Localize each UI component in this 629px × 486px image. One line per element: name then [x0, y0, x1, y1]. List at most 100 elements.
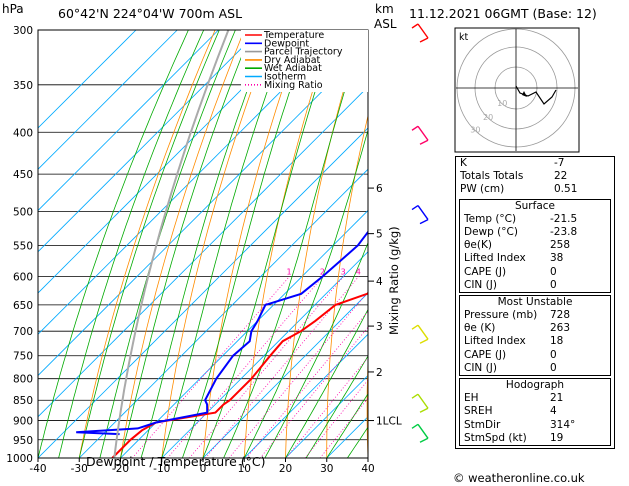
- mixing-ratio-line: [167, 276, 324, 458]
- legend-label: Mixing Ratio: [264, 80, 323, 91]
- surface-index-row: Temp (°C) -21.5: [460, 213, 610, 226]
- surface-index-value: -23.8: [550, 225, 578, 238]
- dry-adiabat-line: [78, 30, 216, 458]
- isotherm-line: [38, 30, 343, 335]
- x-tick-label: -20: [112, 463, 129, 475]
- isotherm-line: [78, 168, 368, 458]
- mixing-ratio-axis-title: Mixing Ratio (g/kg): [387, 226, 401, 335]
- x-tick-label: -10: [153, 463, 170, 475]
- dry-adiabat-line: [120, 30, 245, 458]
- x-tick-label: 30: [320, 463, 333, 475]
- index-label: K: [460, 157, 467, 169]
- mixing-ratio-label: 3: [341, 267, 346, 276]
- hodograph-ring-label: 30: [470, 126, 480, 135]
- x-axis-title: Dewpoint / Temperature (°C): [86, 454, 265, 469]
- dry-adiabat-line: [161, 30, 274, 458]
- surface-index-value: 0: [550, 265, 557, 278]
- legend-label: Dry Adiabat: [264, 55, 321, 66]
- most-unstable-index-label: Pressure (mb): [464, 309, 538, 322]
- surface-index-label: Lifted Index: [464, 252, 526, 265]
- hodograph-ring-label: 20: [483, 113, 493, 122]
- asl-unit-label: ASL: [374, 17, 397, 31]
- dry-adiabat-line: [406, 30, 449, 458]
- dry-adiabat-line: [202, 30, 304, 458]
- index-row: Totals Totals 22: [456, 170, 614, 183]
- pressure-tick-label: 850: [13, 395, 33, 407]
- isotherm-line: [285, 374, 368, 458]
- hpa-unit-label: hPa: [2, 2, 24, 16]
- surface-index-row: Lifted Index 38: [460, 252, 610, 265]
- surface-index-label: θe(K): [464, 239, 492, 252]
- surface-index-value: 38: [550, 252, 564, 265]
- most-unstable-index-label: CIN (J): [464, 361, 497, 374]
- isotherm-line: [161, 251, 368, 458]
- hodograph-section-title: Hodograph: [505, 379, 565, 392]
- hodograph-index-label: EH: [464, 392, 479, 405]
- most-unstable-index-value: 728: [550, 309, 571, 322]
- wind-barb: [411, 393, 429, 413]
- km-tick-label: 4: [376, 276, 383, 288]
- isotherm-line: [38, 30, 261, 253]
- x-tick-label: -40: [29, 463, 46, 475]
- wet-adiabat-line: [140, 30, 271, 458]
- km-tick-label: 2: [376, 367, 383, 379]
- hodograph-ring-label: 10: [497, 99, 507, 108]
- hodograph-unit-label: kt: [459, 32, 469, 43]
- index-value: 0.51: [554, 183, 578, 196]
- isotherm-line: [38, 30, 219, 212]
- dry-adiabat-line: [618, 30, 629, 458]
- wet-adiabat-line: [38, 30, 189, 458]
- most-unstable-index-row: CAPE (J) 0: [460, 349, 610, 362]
- wind-barb: [411, 23, 429, 43]
- isotherm-line: [38, 30, 137, 129]
- copyright-footer: © weatheronline.co.uk: [453, 471, 585, 485]
- indices-panel: K -7 Totals Totals 22 PW (cm) 0.51 Surface Te…: [455, 156, 615, 449]
- hodograph-index-row: StmDir 314°: [460, 419, 610, 432]
- mixing-ratio-line: [246, 310, 368, 458]
- most-unstable-index-value: 263: [550, 322, 571, 335]
- surface-index-label: Dewp (°C): [464, 225, 518, 238]
- index-row: PW (cm) 0.51: [456, 183, 614, 196]
- index-value: -7: [554, 157, 565, 169]
- legend-label: Wet Adiabat: [264, 63, 322, 74]
- index-value: 22: [554, 170, 568, 183]
- legend-label: Isotherm: [264, 72, 306, 83]
- hodograph-index-value: 314°: [550, 418, 576, 431]
- pressure-tick-label: 750: [13, 351, 33, 363]
- datetime-title: 11.12.2021 06GMT (Base: 12): [409, 6, 597, 21]
- location-title: 60°42'N 224°04'W 700m ASL: [58, 6, 243, 21]
- pressure-tick-label: 1000: [6, 453, 33, 465]
- isotherm-line: [38, 30, 302, 294]
- mixing-ratio-line: [285, 356, 368, 458]
- index-row: K -7: [456, 157, 614, 170]
- pressure-tick-label: 300: [13, 25, 33, 37]
- hodograph-index-value: 19: [550, 431, 564, 444]
- dry-adiabat-line: [366, 351, 368, 458]
- parcel-trajectory-line: [113, 30, 230, 458]
- x-tick-label: 40: [361, 463, 374, 475]
- surface-index-row: Dewp (°C) -23.8: [460, 226, 610, 239]
- surface-index-label: CIN (J): [464, 278, 497, 291]
- storm-motion-arrow: [522, 91, 527, 97]
- wet-adiabat-line: [305, 355, 368, 458]
- most-unstable-index-value: 0: [550, 348, 557, 361]
- surface-index-value: -21.5: [550, 212, 578, 225]
- pressure-tick-label: 600: [13, 271, 33, 283]
- most-unstable-index-value: 18: [550, 335, 564, 348]
- x-tick-label: 0: [200, 463, 207, 475]
- pressure-tick-label: 800: [13, 374, 33, 386]
- mixing-ratio-line: [228, 291, 368, 458]
- hodograph-index-row: SREH 4: [460, 405, 610, 418]
- dry-adiabat-line: [243, 30, 333, 458]
- wet-adiabat-line: [326, 393, 368, 458]
- hodograph-index-value: 4: [550, 405, 557, 418]
- surface-section-title: Surface: [514, 199, 555, 212]
- wet-adiabat-line: [202, 30, 336, 458]
- wet-adiabat-line: [99, 30, 236, 458]
- surface-index-value: 0: [550, 278, 557, 291]
- most-unstable-section: Most Unstable Pressure (mb) 728 θe (K) 263 L…: [459, 294, 611, 377]
- surface-index-row: CAPE (J) 0: [460, 266, 610, 279]
- pressure-tick-label: 550: [13, 240, 33, 252]
